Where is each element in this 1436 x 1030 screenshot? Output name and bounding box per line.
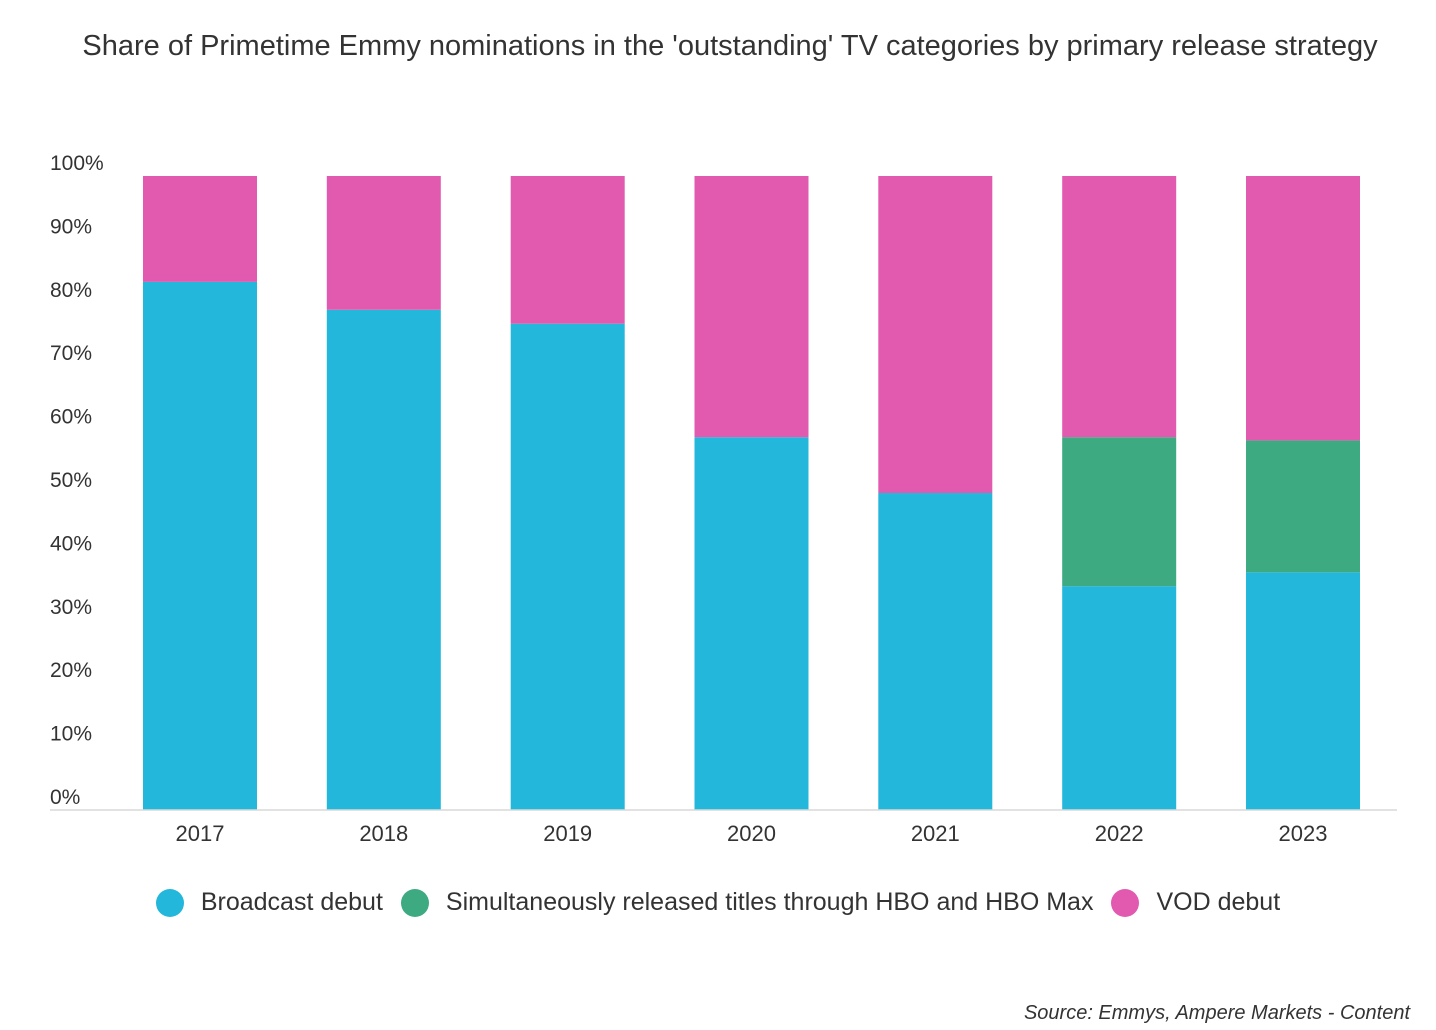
x-tick-label: 2019: [543, 821, 592, 846]
bar-2019-series-0: [510, 323, 625, 810]
legend: Broadcast debut Simultaneously released …: [0, 888, 1436, 917]
bar-2021-series-0: [878, 493, 993, 810]
x-tick-label: 2020: [727, 821, 776, 846]
y-tick-label: 20%: [50, 659, 92, 682]
bar-2023-series-0: [1246, 572, 1360, 811]
y-tick-label: 100%: [50, 152, 104, 175]
bar-2021-series-2: [878, 176, 993, 493]
y-tick-label: 50%: [50, 469, 92, 492]
legend-label-broadcast: Broadcast debut: [200, 888, 383, 916]
legend-label-vod: VOD debut: [1156, 888, 1281, 916]
bar-2017-series-2: [143, 176, 257, 282]
source-note: Source: Emmys, Ampere Markets - Content: [1023, 1002, 1410, 1024]
x-axis-ticks: 2017 2018 2019 2020 2021 2022 2023: [176, 821, 1328, 846]
bar-2020-series-2: [694, 176, 809, 438]
bar-2022-series-2: [1062, 176, 1177, 438]
legend-swatch-simultaneous: [400, 888, 429, 917]
bar-2020-series-0: [694, 437, 809, 810]
x-tick-label: 2023: [1279, 821, 1328, 846]
bar-2023-series-1: [1246, 440, 1360, 573]
y-tick-label: 80%: [50, 279, 92, 302]
x-tick-label: 2018: [359, 821, 408, 846]
chart-title: Share of Primetime Emmy nominations in t…: [82, 30, 1378, 62]
y-tick-label: 60%: [50, 406, 92, 429]
y-tick-label: 0%: [50, 786, 80, 809]
bar-2022-series-1: [1062, 437, 1177, 587]
legend-swatch-broadcast: [155, 888, 184, 917]
legend-label-simultaneous: Simultaneously released titles through H…: [445, 888, 1094, 916]
bar-2017-series-0: [143, 281, 257, 810]
y-tick-label: 40%: [50, 532, 92, 555]
y-tick-label: 10%: [50, 723, 92, 746]
bar-2018-series-0: [326, 309, 441, 810]
legend-item-vod: VOD debut: [1111, 888, 1280, 917]
legend-item-broadcast: Broadcast debut: [155, 888, 383, 917]
bar-2023-series-2: [1246, 176, 1360, 441]
x-tick-label: 2022: [1095, 821, 1144, 846]
bar-2022-series-0: [1062, 586, 1177, 810]
y-tick-label: 90%: [50, 215, 92, 238]
y-axis-ticks: 0% 10% 20% 30% 40% 50% 60% 70% 80% 90% 100%: [50, 152, 104, 809]
legend-swatch-vod: [1111, 888, 1140, 917]
bar-2019-series-2: [510, 176, 625, 324]
bar-segments: [143, 176, 1360, 811]
legend-item-simultaneous: Simultaneously released titles through H…: [400, 888, 1094, 917]
x-tick-label: 2017: [176, 821, 225, 846]
bar-2018-series-2: [326, 176, 441, 310]
x-tick-label: 2021: [911, 821, 960, 846]
y-tick-label: 30%: [50, 596, 92, 619]
y-tick-label: 70%: [50, 342, 92, 365]
